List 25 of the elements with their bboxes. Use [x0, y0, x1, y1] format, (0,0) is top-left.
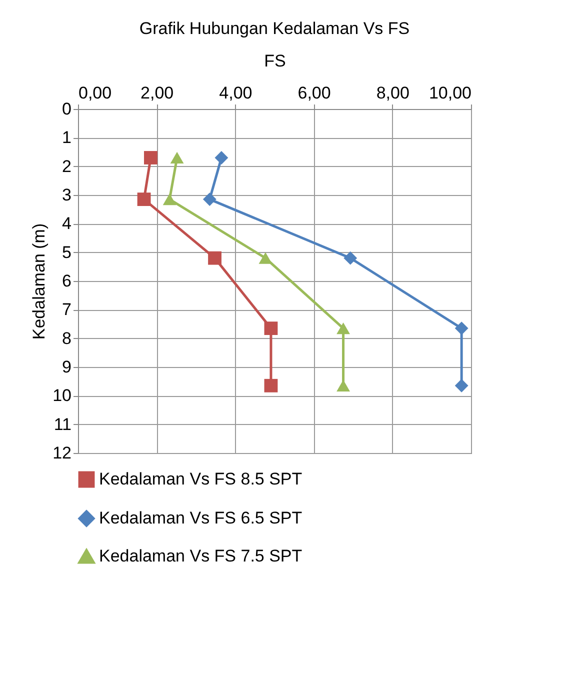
x-axis-title: FS [264, 52, 286, 70]
x-tick-label: 10,00 [428, 84, 472, 102]
y-tick-label: 7 [62, 300, 72, 320]
legend-label: Kedalaman Vs FS 8.5 SPT [99, 470, 302, 488]
chart-title: Grafik Hubungan Kedalaman Vs FS [139, 19, 410, 38]
y-tick-label: 5 [62, 242, 72, 262]
y-tick-label: 3 [62, 186, 72, 204]
x-tick-label: 2,00 [140, 84, 174, 102]
y-tick-label: 10 [52, 386, 72, 406]
x-tick-label: 0,00 [78, 84, 112, 102]
y-tick-label: 2 [62, 156, 72, 176]
x-tick-label: 8,00 [376, 84, 410, 102]
y-tick-label: 1 [62, 128, 72, 148]
y-tick-label: 6 [62, 272, 72, 290]
y-axis-title: Kedalaman (m) [30, 223, 49, 340]
y-tick-label: 9 [62, 358, 72, 376]
x-tick-label: 6,00 [298, 84, 331, 102]
y-tick-label: 4 [62, 214, 72, 234]
y-tick-label: 8 [62, 328, 72, 348]
y-tick-label: 0 [62, 100, 72, 118]
legend-label: Kedalaman Vs FS 7.5 SPT [99, 546, 302, 566]
x-tick-label: 4,00 [219, 84, 252, 102]
legend-label: Kedalaman Vs FS 6.5 SPT [99, 508, 302, 528]
y-tick-label: 12 [52, 444, 72, 462]
y-tick-label: 11 [54, 414, 72, 434]
